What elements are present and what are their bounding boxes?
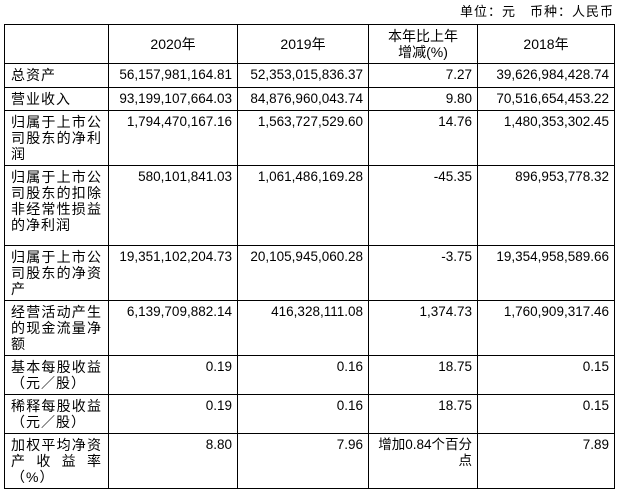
- value-2020: 0.19: [108, 355, 238, 395]
- value-2018: 39,626,984,428.74: [477, 63, 615, 88]
- header-2020: 2020年: [108, 24, 238, 64]
- value-2020: 56,157,981,164.81: [108, 63, 238, 88]
- value-change: -45.35: [368, 165, 478, 246]
- value-2019: 416,328,111.08: [237, 300, 369, 356]
- value-2020: 6,139,709,882.14: [108, 300, 238, 356]
- value-2020: 93,199,107,664.03: [108, 87, 238, 111]
- table-row: 归属于上市公司股东的扣除非经常性损益的净利润 580,101,841.03 1,…: [4, 165, 615, 246]
- value-change: 7.27: [368, 63, 478, 88]
- value-2019: 1,563,727,529.60: [237, 110, 369, 166]
- header-change: 本年比上年 增减(%): [368, 24, 478, 64]
- row-label: 总资产: [4, 63, 109, 88]
- row-label: 基本每股收益（元／股）: [4, 355, 109, 395]
- table-row: 归属于上市公司股东的净资产 19,351,102,204.73 20,105,9…: [4, 245, 615, 301]
- value-change: 1,374.73: [368, 300, 478, 356]
- value-change: -3.75: [368, 245, 478, 301]
- value-2019: 52,353,015,836.37: [237, 63, 369, 88]
- value-change: 14.76: [368, 110, 478, 166]
- value-2018: 896,953,778.32: [477, 165, 615, 246]
- table-row: 经营活动产生的现金流量净额 6,139,709,882.14 416,328,1…: [4, 300, 615, 356]
- value-2020: 19,351,102,204.73: [108, 245, 238, 301]
- table-row: 总资产 56,157,981,164.81 52,353,015,836.37 …: [4, 63, 615, 88]
- header-indicator: [4, 24, 109, 64]
- value-2020: 580,101,841.03: [108, 165, 238, 246]
- value-2019: 20,105,945,060.28: [237, 245, 369, 301]
- value-2018: 7.89: [477, 433, 615, 489]
- value-2018: 0.15: [477, 394, 615, 434]
- value-2018: 70,516,654,453.22: [477, 87, 615, 111]
- financial-summary-table: 2020年 2019年 本年比上年 增减(%) 2018年 总资产 56,157…: [4, 24, 615, 489]
- row-label: 归属于上市公司股东的净利润: [4, 110, 109, 166]
- value-2018: 1,480,353,302.45: [477, 110, 615, 166]
- header-2018: 2018年: [477, 24, 615, 64]
- row-label: 稀释每股收益（元／股）: [4, 394, 109, 434]
- row-label: 营业收入: [4, 87, 109, 111]
- value-2020: 0.19: [108, 394, 238, 434]
- value-2020: 1,794,470,167.16: [108, 110, 238, 166]
- table-row: 营业收入 93,199,107,664.03 84,876,960,043.74…: [4, 87, 615, 111]
- report-page: 单位：元 币种：人民币 2020年 2019年 本年比上年 增减(%) 2018…: [4, 4, 615, 489]
- table-row: 归属于上市公司股东的净利润 1,794,470,167.16 1,563,727…: [4, 110, 615, 166]
- value-2019: 0.16: [237, 355, 369, 395]
- row-label: 归属于上市公司股东的扣除非经常性损益的净利润: [4, 165, 109, 246]
- unit-currency-note: 单位：元 币种：人民币: [459, 4, 614, 19]
- table-row: 稀释每股收益（元／股） 0.19 0.16 18.75 0.15: [4, 394, 615, 434]
- value-change: 18.75: [368, 394, 478, 434]
- row-label: 加权平均净资产收益率（%）: [4, 433, 109, 489]
- value-2020: 8.80: [108, 433, 238, 489]
- value-2018: 1,760,909,317.46: [477, 300, 615, 356]
- header-2019: 2019年: [237, 24, 369, 64]
- value-2018: 19,354,958,589.66: [477, 245, 615, 301]
- value-2018: 0.15: [477, 355, 615, 395]
- value-change: 9.80: [368, 87, 478, 111]
- row-label: 归属于上市公司股东的净资产: [4, 245, 109, 301]
- row-label: 经营活动产生的现金流量净额: [4, 300, 109, 356]
- header-row: 2020年 2019年 本年比上年 增减(%) 2018年: [4, 24, 615, 64]
- value-change: 18.75: [368, 355, 478, 395]
- value-2019: 0.16: [237, 394, 369, 434]
- value-2019: 1,061,486,169.28: [237, 165, 369, 246]
- value-2019: 7.96: [237, 433, 369, 489]
- table-row: 加权平均净资产收益率（%） 8.80 7.96 增加0.84个百分点 7.89: [4, 433, 615, 489]
- value-change: 增加0.84个百分点: [368, 433, 478, 489]
- value-2019: 84,876,960,043.74: [237, 87, 369, 111]
- table-row: 基本每股收益（元／股） 0.19 0.16 18.75 0.15: [4, 355, 615, 395]
